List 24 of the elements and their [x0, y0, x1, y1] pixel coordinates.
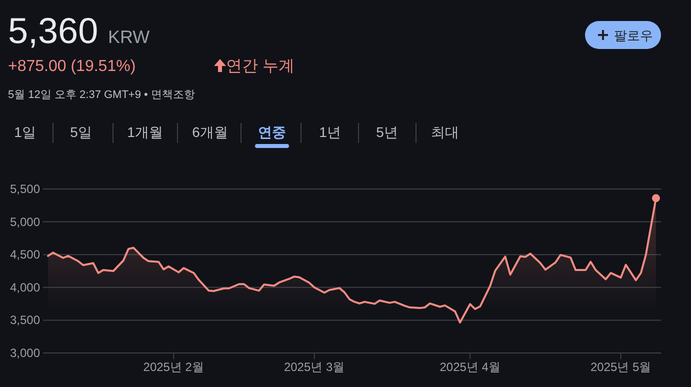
text: 1일 — [14, 124, 36, 140]
y-tick-label: 3,500 — [10, 313, 40, 328]
chart-title: 5,360 — [8, 10, 98, 51]
text: 5일 — [70, 124, 92, 140]
text: 6개월 — [192, 124, 228, 140]
x-tick-label: 2025년 2월 — [143, 360, 204, 374]
text: 팔로우 — [614, 28, 653, 43]
x-tick-label: 2025년 5월 — [590, 360, 652, 374]
y-tick-label: 3,000 — [10, 346, 40, 360]
text: 1년 — [319, 124, 341, 140]
y-tick-label: 4,000 — [10, 280, 40, 294]
text: KRW — [108, 27, 150, 47]
y-tick-label: 5,500 — [10, 182, 40, 196]
text: 최대 — [431, 124, 459, 140]
text: 1개월 — [127, 124, 163, 140]
x-tick-label: 2025년 3월 — [284, 360, 345, 374]
y-tick-label: 5,000 — [10, 214, 40, 229]
text: 연중 — [258, 124, 286, 140]
text: +875.00 (19.51%) — [8, 58, 136, 75]
y-tick-label: 4,500 — [10, 248, 40, 262]
x-tick-label: 2025년 4월 — [440, 360, 500, 374]
text: 5월 12일 오후 2:37 GMT+9 • 면책조항 — [8, 89, 195, 101]
text: 5년 — [376, 124, 398, 140]
text: 연간 누계 — [226, 58, 294, 75]
